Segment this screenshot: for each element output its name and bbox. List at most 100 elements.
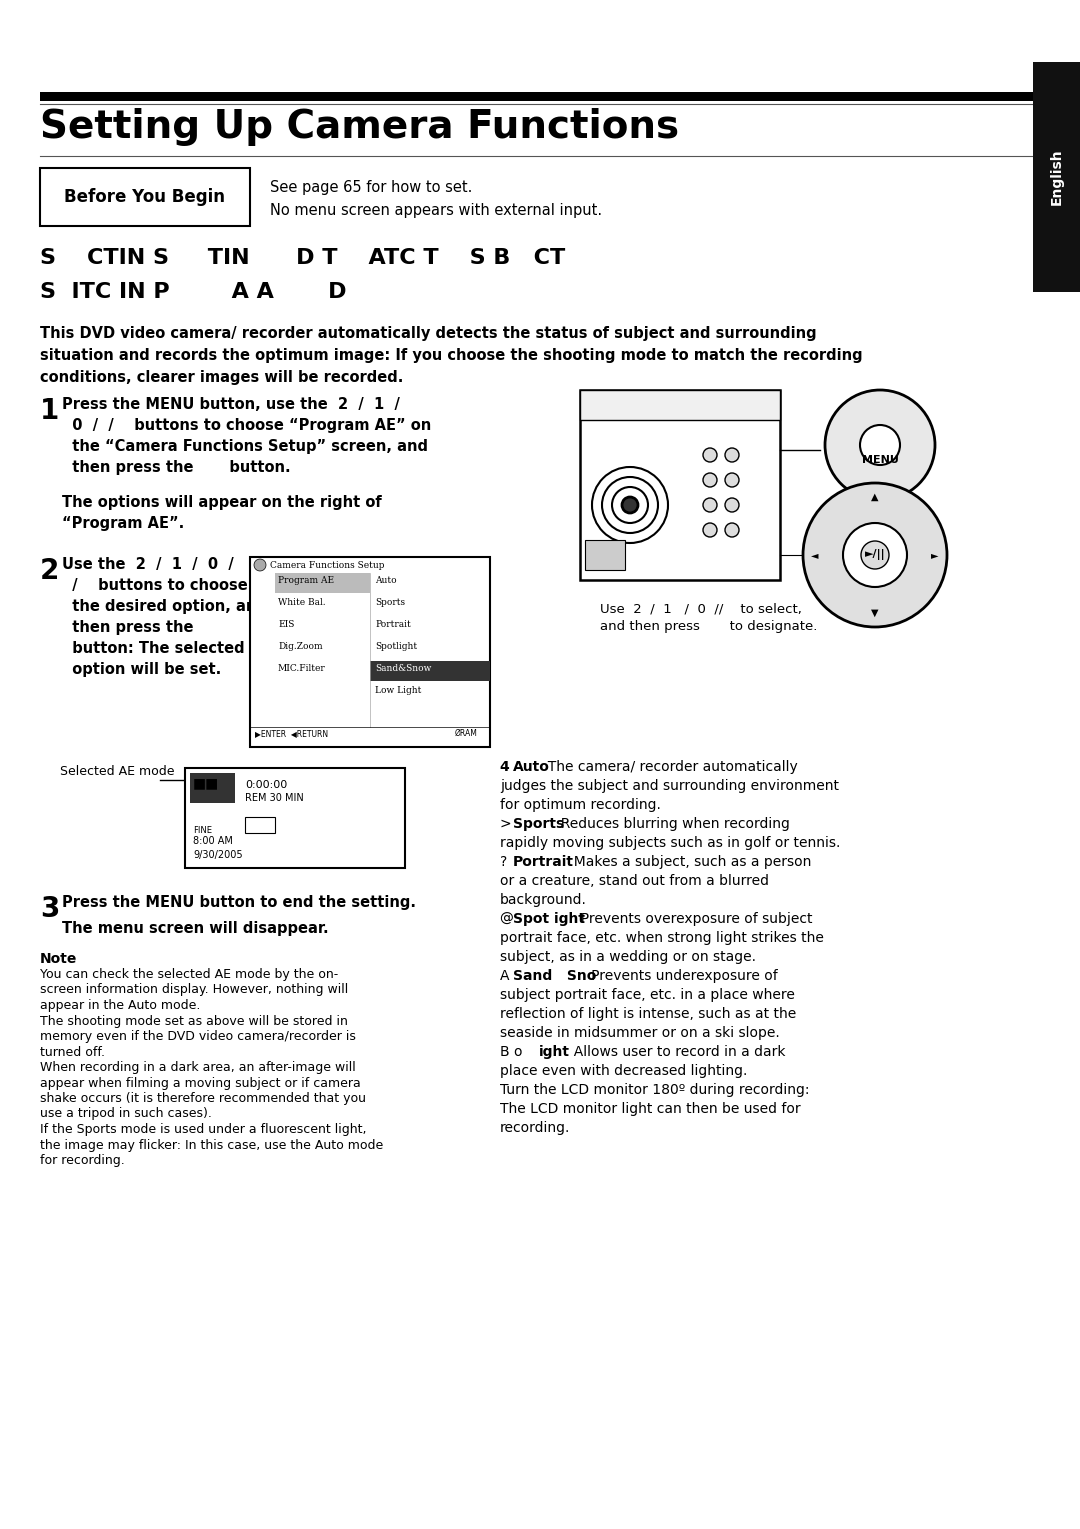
Text: the “Camera Functions Setup” screen, and: the “Camera Functions Setup” screen, and xyxy=(62,439,428,454)
Circle shape xyxy=(703,498,717,512)
Text: Use  2  /  1   /  0  //    to select,: Use 2 / 1 / 0 // to select, xyxy=(600,602,801,615)
Text: Allows user to record in a dark: Allows user to record in a dark xyxy=(565,1044,785,1060)
Text: S  ITC IN P        A A       D: S ITC IN P A A D xyxy=(40,281,347,303)
Text: ▶ENTER  ◀RETURN: ▶ENTER ◀RETURN xyxy=(255,729,328,739)
Text: Dig.Zoom: Dig.Zoom xyxy=(278,642,323,651)
Text: turned off.: turned off. xyxy=(40,1046,105,1058)
Text: The camera/ recorder automatically: The camera/ recorder automatically xyxy=(539,760,798,774)
Bar xyxy=(185,768,405,868)
Text: screen information display. However, nothing will: screen information display. However, not… xyxy=(40,983,348,997)
Text: 0:00:00: 0:00:00 xyxy=(245,780,287,790)
Text: Selected AE mode: Selected AE mode xyxy=(60,764,175,778)
Text: Sports: Sports xyxy=(513,816,564,830)
Text: ØRAM: ØRAM xyxy=(455,729,477,739)
Circle shape xyxy=(804,483,947,627)
Text: and then press       to designate.: and then press to designate. xyxy=(600,619,818,633)
Circle shape xyxy=(861,541,889,569)
Text: When recording in a dark area, an after-image will: When recording in a dark area, an after-… xyxy=(40,1061,355,1073)
Text: recording.: recording. xyxy=(500,1121,570,1135)
Bar xyxy=(245,816,275,833)
Text: Reduces blurring when recording: Reduces blurring when recording xyxy=(552,816,789,830)
Bar xyxy=(249,557,490,748)
Text: B o: B o xyxy=(500,1044,536,1060)
Text: @: @ xyxy=(500,911,518,927)
Text: ▲: ▲ xyxy=(872,492,879,502)
Text: Portrait: Portrait xyxy=(375,619,410,628)
Text: ?: ? xyxy=(500,855,512,868)
Text: conditions, clearer images will be recorded.: conditions, clearer images will be recor… xyxy=(40,370,403,385)
Text: The menu screen will disappear.: The menu screen will disappear. xyxy=(62,920,328,936)
Bar xyxy=(40,92,1040,101)
Text: shake occurs (it is therefore recommended that you: shake occurs (it is therefore recommende… xyxy=(40,1092,366,1105)
Bar xyxy=(1032,63,1080,292)
Text: appear when filming a moving subject or if camera: appear when filming a moving subject or … xyxy=(40,1076,361,1090)
Circle shape xyxy=(703,472,717,488)
Text: 0  /  /    buttons to choose “Program AE” on: 0 / / buttons to choose “Program AE” on xyxy=(62,417,431,433)
Text: place even with decreased lighting.: place even with decreased lighting. xyxy=(500,1064,747,1078)
Text: then press the: then press the xyxy=(62,619,193,635)
Text: Makes a subject, such as a person: Makes a subject, such as a person xyxy=(565,855,811,868)
Text: ■■: ■■ xyxy=(193,777,219,790)
Text: Sand   Sno: Sand Sno xyxy=(513,969,596,983)
Text: English: English xyxy=(1050,148,1064,205)
Text: A: A xyxy=(500,969,514,983)
Text: This DVD video camera/ recorder automatically detects the status of subject and : This DVD video camera/ recorder automati… xyxy=(40,326,816,341)
Bar xyxy=(275,573,370,593)
Text: REM 30 MIN: REM 30 MIN xyxy=(245,794,303,803)
Text: Sand&Snow: Sand&Snow xyxy=(375,664,431,673)
Text: MENU: MENU xyxy=(862,456,899,465)
Text: reflection of light is intense, such as at the: reflection of light is intense, such as … xyxy=(500,1008,796,1021)
Text: 3: 3 xyxy=(40,894,59,924)
Text: ►/||: ►/|| xyxy=(865,549,886,561)
Text: Press the MENU button to end the setting.: Press the MENU button to end the setting… xyxy=(62,894,416,910)
Text: Use the  2  /  1  /  0  /: Use the 2 / 1 / 0 / xyxy=(62,557,233,572)
Text: ight: ight xyxy=(539,1044,570,1060)
Text: Program AE: Program AE xyxy=(278,576,334,586)
Circle shape xyxy=(622,497,638,514)
Circle shape xyxy=(725,498,739,512)
Text: White Bal.: White Bal. xyxy=(278,598,326,607)
Text: Camera Functions Setup: Camera Functions Setup xyxy=(270,561,384,570)
Bar xyxy=(580,390,780,420)
Text: button: The selected: button: The selected xyxy=(62,641,245,656)
Text: No menu screen appears with external input.: No menu screen appears with external inp… xyxy=(270,203,603,219)
Circle shape xyxy=(703,448,717,462)
Text: The options will appear on the right of: The options will appear on the right of xyxy=(62,495,381,511)
Circle shape xyxy=(725,472,739,488)
Text: If the Sports mode is used under a fluorescent light,: If the Sports mode is used under a fluor… xyxy=(40,1122,366,1136)
Text: appear in the Auto mode.: appear in the Auto mode. xyxy=(40,998,201,1012)
Text: Sports: Sports xyxy=(375,598,405,607)
Text: ►: ► xyxy=(931,550,939,560)
Text: judges the subject and surrounding environment: judges the subject and surrounding envir… xyxy=(500,778,839,794)
Text: 2: 2 xyxy=(40,557,59,586)
Text: Low Light: Low Light xyxy=(375,687,421,696)
Text: >: > xyxy=(500,816,516,830)
Text: the desired option, and: the desired option, and xyxy=(62,599,267,615)
Text: Turn the LCD monitor 180º during recording:: Turn the LCD monitor 180º during recordi… xyxy=(500,1083,810,1096)
Text: Prevents overexposure of subject: Prevents overexposure of subject xyxy=(571,911,812,927)
Circle shape xyxy=(703,523,717,537)
Text: Auto: Auto xyxy=(513,760,550,774)
Text: option will be set.: option will be set. xyxy=(62,662,221,677)
Text: 4: 4 xyxy=(500,760,515,774)
Text: Spot ight: Spot ight xyxy=(513,911,585,927)
Circle shape xyxy=(860,425,900,465)
Text: memory even if the DVD video camera/recorder is: memory even if the DVD video camera/reco… xyxy=(40,1031,356,1043)
Text: subject, as in a wedding or on stage.: subject, as in a wedding or on stage. xyxy=(500,950,756,963)
Circle shape xyxy=(843,523,907,587)
Text: Portrait: Portrait xyxy=(513,855,573,868)
Text: subject portrait face, etc. in a place where: subject portrait face, etc. in a place w… xyxy=(500,988,795,1001)
Text: 9/30/2005: 9/30/2005 xyxy=(193,850,243,859)
Text: Note: Note xyxy=(40,953,78,966)
Text: background.: background. xyxy=(500,893,586,907)
Text: situation and records the optimum image: If you choose the shooting mode to matc: situation and records the optimum image:… xyxy=(40,349,863,362)
Bar xyxy=(580,390,780,579)
Text: or a creature, stand out from a blurred: or a creature, stand out from a blurred xyxy=(500,875,769,888)
Bar xyxy=(190,774,235,803)
Text: Setting Up Camera Functions: Setting Up Camera Functions xyxy=(40,109,679,145)
Text: 8:00 AM: 8:00 AM xyxy=(193,836,233,846)
Circle shape xyxy=(825,390,935,500)
Text: rapidly moving subjects such as in golf or tennis.: rapidly moving subjects such as in golf … xyxy=(500,836,840,850)
Text: You can check the selected AE mode by the on-: You can check the selected AE mode by th… xyxy=(40,968,338,982)
Circle shape xyxy=(725,523,739,537)
